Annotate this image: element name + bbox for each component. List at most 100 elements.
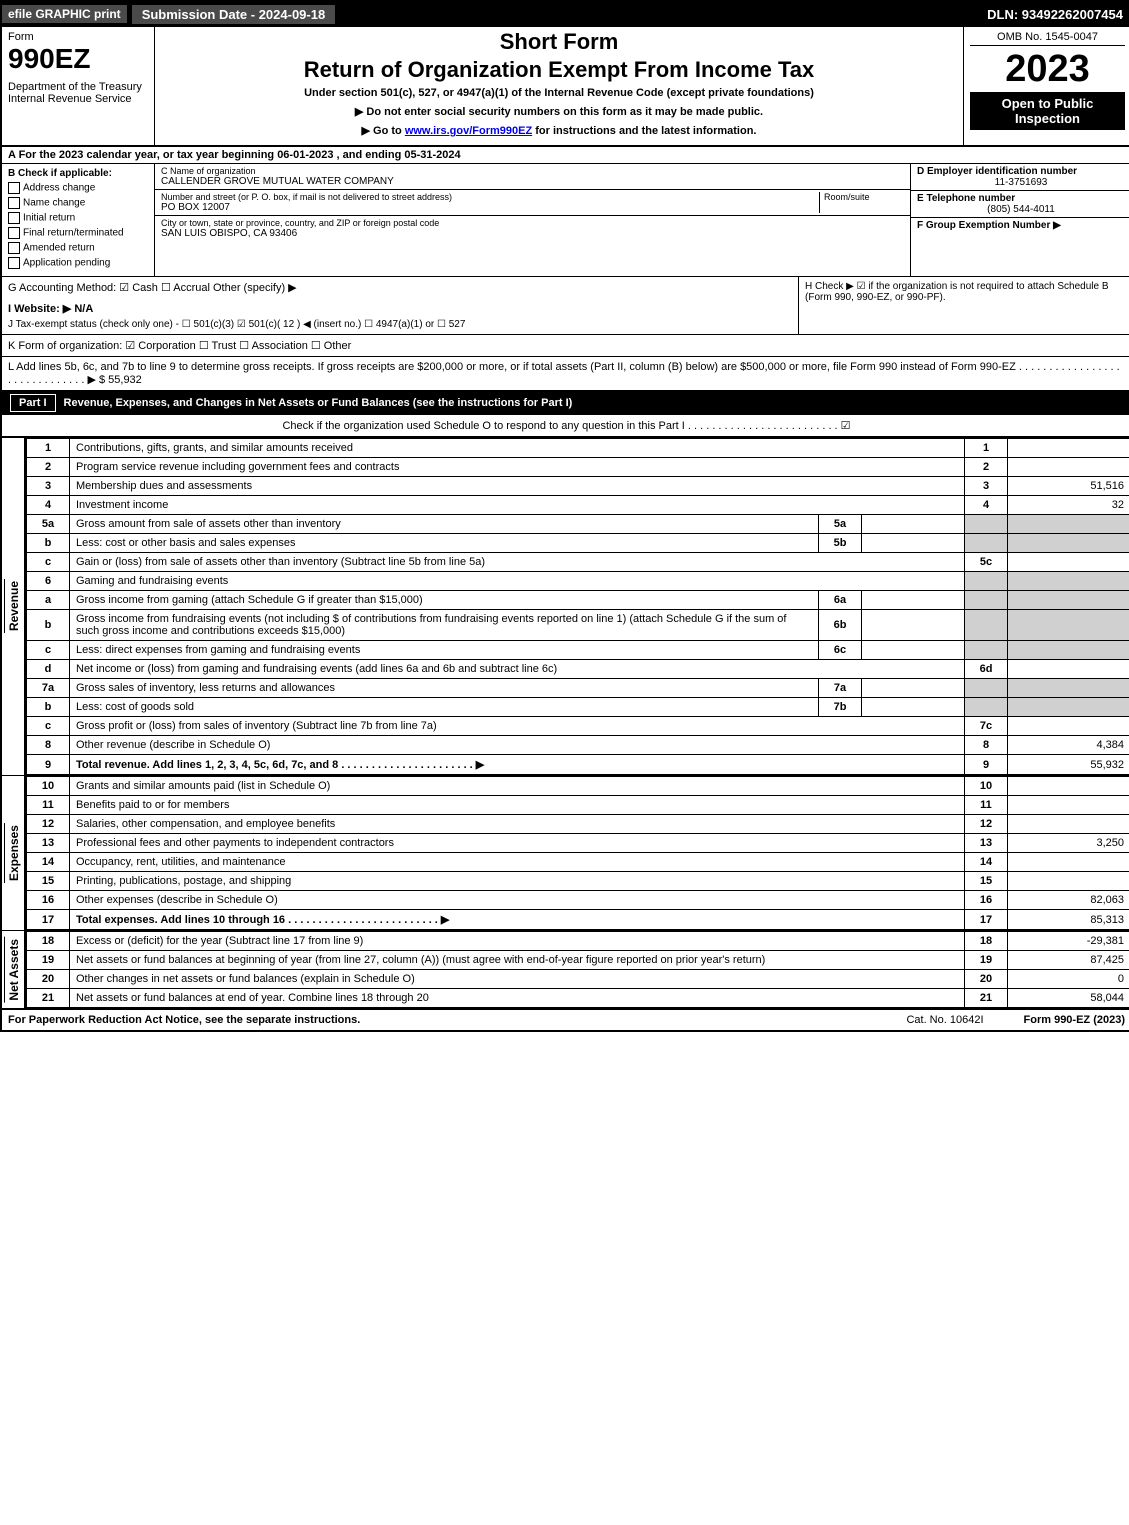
part-1-check: Check if the organization used Schedule … [2, 415, 1129, 437]
line-21: 21Net assets or fund balances at end of … [27, 989, 1129, 1008]
line-1: 1Contributions, gifts, grants, and simil… [27, 439, 1129, 458]
main-title: Return of Organization Exempt From Incom… [161, 57, 957, 83]
chk-application-pending[interactable]: Application pending [8, 257, 148, 269]
line-9: 9Total revenue. Add lines 1, 2, 3, 4, 5c… [27, 755, 1129, 775]
footer-form: Form 990-EZ (2023) [1024, 1014, 1125, 1026]
row-gh: G Accounting Method: ☑ Cash ☐ Accrual Ot… [2, 277, 1129, 335]
irs-link[interactable]: www.irs.gov/Form990EZ [405, 125, 532, 137]
form-word: Form [8, 31, 148, 43]
page-footer: For Paperwork Reduction Act Notice, see … [2, 1008, 1129, 1030]
org-addr-block: Number and street (or P. O. box, if mail… [155, 190, 910, 216]
row-i-website: I Website: ▶ N/A [8, 302, 792, 315]
row-j-tax-exempt: J Tax-exempt status (check only one) - ☐… [8, 319, 792, 330]
line-19: 19Net assets or fund balances at beginni… [27, 951, 1129, 970]
header-center: Short Form Return of Organization Exempt… [155, 27, 963, 145]
col-b-title: B Check if applicable: [8, 168, 148, 179]
line-4: 4Investment income432 [27, 496, 1129, 515]
line-5a: 5aGross amount from sale of assets other… [27, 515, 1129, 534]
open-to-public: Open to Public Inspection [970, 92, 1125, 130]
line-20: 20Other changes in net assets or fund ba… [27, 970, 1129, 989]
col-b-checkboxes: B Check if applicable: Address change Na… [2, 164, 155, 276]
line-18: 18Excess or (deficit) for the year (Subt… [27, 932, 1129, 951]
col-de: D Employer identification number 11-3751… [911, 164, 1129, 276]
row-l-gross-receipts: L Add lines 5b, 6c, and 7b to line 9 to … [2, 357, 1129, 391]
chk-final-return[interactable]: Final return/terminated [8, 227, 148, 239]
header-left: Form 990EZ Department of the Treasury In… [2, 27, 155, 145]
row-k-form-org: K Form of organization: ☑ Corporation ☐ … [2, 335, 1129, 357]
line-3: 3Membership dues and assessments351,516 [27, 477, 1129, 496]
addr-value: PO BOX 12007 [161, 202, 819, 213]
line-12: 12Salaries, other compensation, and empl… [27, 815, 1129, 834]
line-7b: bLess: cost of goods sold7b [27, 698, 1129, 717]
subtitle: Under section 501(c), 527, or 4947(a)(1)… [161, 87, 957, 99]
efile-label: efile GRAPHIC print [2, 5, 127, 23]
line-5c: cGain or (loss) from sale of assets othe… [27, 553, 1129, 572]
net-assets-section: Net Assets 18Excess or (deficit) for the… [2, 930, 1129, 1008]
city-value: SAN LUIS OBISPO, CA 93406 [161, 228, 904, 239]
form-number: 990EZ [8, 43, 148, 75]
header-right: OMB No. 1545-0047 2023 Open to Public In… [963, 27, 1129, 145]
group-exemption-label: F Group Exemption Number ▶ [917, 220, 1125, 231]
department: Department of the Treasury Internal Reve… [8, 81, 148, 105]
org-name-label: C Name of organization [161, 166, 904, 176]
ein-block: D Employer identification number 11-3751… [911, 164, 1129, 191]
form-990ez-page: efile GRAPHIC print Submission Date - 20… [0, 0, 1129, 1032]
phone-block: E Telephone number (805) 544-4011 [911, 191, 1129, 218]
tax-year: 2023 [970, 50, 1125, 88]
phone-value: (805) 544-4011 [917, 204, 1125, 215]
line-7c: cGross profit or (loss) from sales of in… [27, 717, 1129, 736]
footer-cat: Cat. No. 10642I [906, 1014, 983, 1026]
org-city-block: City or town, state or province, country… [155, 216, 910, 241]
room-label: Room/suite [819, 192, 904, 213]
chk-amended-return[interactable]: Amended return [8, 242, 148, 254]
line-7a: 7aGross sales of inventory, less returns… [27, 679, 1129, 698]
row-h-schedule-b: H Check ▶ ☑ if the organization is not r… [798, 277, 1129, 334]
phone-label: E Telephone number [917, 193, 1125, 204]
submission-date: Submission Date - 2024-09-18 [131, 4, 337, 25]
line-11: 11Benefits paid to or for members11 [27, 796, 1129, 815]
city-label: City or town, state or province, country… [161, 218, 904, 228]
org-name-block: C Name of organization CALLENDER GROVE M… [155, 164, 910, 190]
line-15: 15Printing, publications, postage, and s… [27, 872, 1129, 891]
net-assets-table: 18Excess or (deficit) for the year (Subt… [26, 931, 1129, 1008]
footer-left: For Paperwork Reduction Act Notice, see … [8, 1014, 866, 1026]
short-form-title: Short Form [161, 29, 957, 55]
part-1-label: Part I [10, 394, 56, 412]
ein-value: 11-3751693 [917, 177, 1125, 188]
expenses-side-label: Expenses [2, 776, 26, 930]
expenses-table: 10Grants and similar amounts paid (list … [26, 776, 1129, 930]
line-13: 13Professional fees and other payments t… [27, 834, 1129, 853]
col-c-org-info: C Name of organization CALLENDER GROVE M… [155, 164, 911, 276]
line-6d: dNet income or (loss) from gaming and fu… [27, 660, 1129, 679]
chk-address-change[interactable]: Address change [8, 182, 148, 194]
line-14: 14Occupancy, rent, utilities, and mainte… [27, 853, 1129, 872]
accounting-method: G Accounting Method: ☑ Cash ☐ Accrual Ot… [8, 281, 792, 294]
header: Form 990EZ Department of the Treasury In… [2, 26, 1129, 147]
org-name: CALLENDER GROVE MUTUAL WATER COMPANY [161, 176, 904, 187]
line-16: 16Other expenses (describe in Schedule O… [27, 891, 1129, 910]
omb-number: OMB No. 1545-0047 [970, 31, 1125, 46]
ein-label: D Employer identification number [917, 166, 1125, 177]
revenue-side-label: Revenue [2, 438, 26, 775]
instr-link: ▶ Go to www.irs.gov/Form990EZ for instru… [161, 124, 957, 137]
line-5b: bLess: cost or other basis and sales exp… [27, 534, 1129, 553]
line-6a: aGross income from gaming (attach Schedu… [27, 591, 1129, 610]
line-17: 17Total expenses. Add lines 10 through 1… [27, 910, 1129, 930]
line-6c: cLess: direct expenses from gaming and f… [27, 641, 1129, 660]
dln: DLN: 93492262007454 [987, 7, 1129, 22]
line-10: 10Grants and similar amounts paid (list … [27, 777, 1129, 796]
chk-name-change[interactable]: Name change [8, 197, 148, 209]
expenses-section: Expenses 10Grants and similar amounts pa… [2, 775, 1129, 930]
part-1-title: Revenue, Expenses, and Changes in Net As… [64, 397, 573, 409]
group-exemption-block: F Group Exemption Number ▶ [911, 218, 1129, 233]
line-6b: bGross income from fundraising events (n… [27, 610, 1129, 641]
addr-label: Number and street (or P. O. box, if mail… [161, 192, 819, 202]
instr-ssn: ▶ Do not enter social security numbers o… [161, 105, 957, 118]
part-1-header: Part I Revenue, Expenses, and Changes in… [2, 391, 1129, 415]
top-bar: efile GRAPHIC print Submission Date - 20… [2, 2, 1129, 26]
revenue-section: Revenue 1Contributions, gifts, grants, a… [2, 437, 1129, 775]
revenue-table: 1Contributions, gifts, grants, and simil… [26, 438, 1129, 775]
net-side-label: Net Assets [2, 931, 26, 1008]
chk-initial-return[interactable]: Initial return [8, 212, 148, 224]
info-grid: B Check if applicable: Address change Na… [2, 164, 1129, 277]
